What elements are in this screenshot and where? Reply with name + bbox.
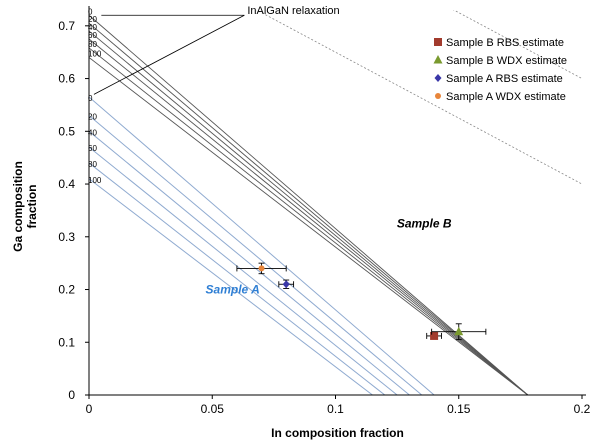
x-tick-label: 0.2 xyxy=(574,402,591,416)
relaxation-line-b xyxy=(89,22,529,395)
relaxation-line-a xyxy=(89,96,435,395)
relaxation-line-a xyxy=(89,146,398,395)
marker-diamond xyxy=(282,280,290,289)
y-tick-label: 0.5 xyxy=(58,124,75,138)
relaxation-label-b: 60 xyxy=(88,31,97,40)
relaxation-line-b xyxy=(89,57,529,395)
y-tick-label: 0 xyxy=(68,388,75,402)
relaxation-line-b xyxy=(89,30,529,395)
legend-item: Sample A RBS estimate xyxy=(434,73,563,85)
legend-label: Sample A RBS estimate xyxy=(446,73,563,85)
annotation-sample-b: Sample B xyxy=(397,217,452,231)
legend: Sample B RBS estimate Sample B WDX estima… xyxy=(433,37,567,103)
relaxation-line-b xyxy=(89,47,529,395)
marker-triangle xyxy=(433,55,443,64)
annotation-inalgan-relaxation: InAlGaN relaxation xyxy=(247,5,339,17)
relaxation-line-a xyxy=(89,115,423,395)
relaxation-label-a: 100 xyxy=(88,176,102,185)
relaxation-label-a: 60 xyxy=(88,144,97,153)
relaxation-label-b: 80 xyxy=(88,40,97,49)
relaxation-label-b: 0 xyxy=(88,7,93,16)
legend-item: Sample A WDX estimate xyxy=(435,91,566,103)
y-tick-label: 0.4 xyxy=(58,177,75,191)
y-tick-label: 0.6 xyxy=(58,72,75,86)
relaxation-label-b: 20 xyxy=(88,15,97,24)
legend-label: Sample B RBS estimate xyxy=(446,37,564,49)
relaxation-line-a xyxy=(89,130,410,395)
marker-circle xyxy=(258,265,265,272)
legend-item: Sample B RBS estimate xyxy=(434,37,564,49)
x-tick-label: 0 xyxy=(86,402,93,416)
y-tick-label: 0.2 xyxy=(58,283,75,297)
relaxation-line-b xyxy=(89,38,529,395)
marker-triangle xyxy=(454,326,464,336)
relaxation-label-a: 80 xyxy=(88,160,97,169)
marker-square xyxy=(434,38,442,46)
relaxation-label-a: 0 xyxy=(88,94,93,103)
sample-a-relaxation-lines xyxy=(89,96,435,395)
axes: 0 0.05 0.1 0.15 0.2 0 0.1 0.2 0.3 0.4 0.5 0.6 0.7 In … xyxy=(11,6,591,440)
relaxation-label-b: 100 xyxy=(88,49,102,58)
relaxation-line-a xyxy=(89,162,386,395)
data-points xyxy=(236,262,487,341)
marker-circle xyxy=(435,93,441,99)
x-tick-label: 0.1 xyxy=(327,402,344,416)
x-tick-label: 0.15 xyxy=(447,402,471,416)
marker-square xyxy=(430,331,439,340)
annotations: InAlGaN relaxation Sample B Sample A xyxy=(93,5,452,297)
y-axis-title-line: Ga composition xyxy=(11,161,25,252)
annotation-sample-a: Sample A xyxy=(206,283,260,297)
relaxation-label-a: 40 xyxy=(88,128,97,137)
y-tick-label: 0.7 xyxy=(58,19,75,33)
relaxation-label-b: 40 xyxy=(88,23,97,32)
y-tick-label: 0.3 xyxy=(58,230,75,244)
y-tick-label: 0.1 xyxy=(58,335,75,349)
x-axis-title: In composition fraction xyxy=(271,426,404,440)
legend-label: Sample A WDX estimate xyxy=(446,91,566,103)
x-tick-label: 0.05 xyxy=(201,402,225,416)
relaxation-label-a: 20 xyxy=(88,112,97,121)
marker-diamond xyxy=(434,74,442,82)
y-axis-title-line: fraction xyxy=(25,184,39,228)
legend-item: Sample B WDX estimate xyxy=(433,55,567,67)
legend-label: Sample B WDX estimate xyxy=(446,55,567,67)
y-axis-title: Ga compositionfraction xyxy=(11,161,39,252)
callout-line xyxy=(93,14,245,95)
relaxation-line-a xyxy=(89,178,373,395)
